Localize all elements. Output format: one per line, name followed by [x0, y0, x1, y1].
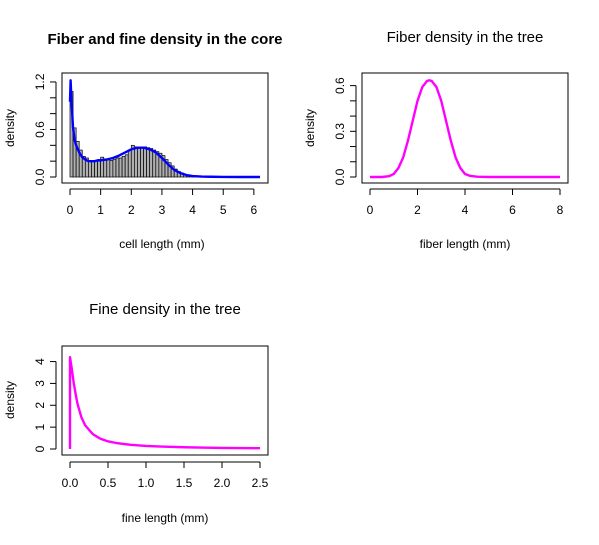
chart-title: Fiber density in the tree [387, 29, 544, 46]
histogram-bar [109, 160, 114, 178]
chart-title: Fiber and fine density in the core [47, 31, 282, 48]
x-tick-label: 2.5 [252, 476, 269, 490]
x-tick-label: 2.0 [214, 476, 231, 490]
y-tick-label: 4 [33, 358, 47, 365]
x-tick-label: 0 [367, 203, 374, 217]
x-tick-label: 3 [159, 203, 166, 217]
histogram-bar [118, 157, 123, 178]
plot-frame [61, 72, 269, 184]
density-curve [370, 79, 560, 179]
x-tick-label: 4 [189, 203, 196, 217]
x-tick-label: 0.0 [62, 476, 79, 490]
x-axis-label: fiber length (mm) [420, 237, 511, 251]
y-axis-label: density [303, 109, 317, 147]
y-tick-label: 0.6 [333, 77, 347, 94]
histogram-bar [124, 154, 129, 178]
x-tick-label: 0 [67, 203, 74, 217]
plot-frame [361, 72, 569, 184]
y-tick-label: 0.0 [33, 168, 47, 185]
histogram-bar [152, 149, 157, 178]
histogram-bar [143, 146, 147, 178]
panel-fine-density: Fine density in the tree 0.0 0.5 1.0 1.5 2.0 2… [3, 301, 269, 525]
chart-title: Fine density in the tree [89, 301, 241, 318]
x-axis-label: cell length (mm) [119, 237, 204, 251]
panel-core-density: Fiber and fine density in the core 0 1 2 3 4 5… [3, 31, 283, 251]
y-axis-label: density [3, 109, 17, 147]
y-tick-label: 0 [33, 445, 47, 452]
y-tick-label: 1.2 [33, 73, 47, 90]
y-tick-label: 1 [33, 423, 47, 430]
histogram-bar [112, 159, 117, 178]
y-tick-label: 2 [33, 402, 47, 409]
x-tick-label: 6 [509, 203, 516, 217]
histogram-bar [146, 147, 151, 178]
histogram-bar [91, 160, 95, 178]
x-tick-label: 5 [220, 203, 227, 217]
x-tick-label: 1.5 [176, 476, 193, 490]
x-tick-label: 1 [97, 203, 104, 217]
histogram-bar [134, 146, 138, 178]
histogram-bar [97, 159, 101, 178]
density-curve [68, 355, 261, 450]
y-tick-label: 0.6 [33, 121, 47, 138]
histogram-bar [94, 160, 98, 178]
histogram-bar [149, 148, 154, 178]
plot-frame [61, 345, 269, 456]
histogram-bar [137, 148, 141, 178]
y-tick-label: 0.3 [333, 123, 347, 140]
histogram-bar [115, 157, 120, 178]
x-tick-label: 6 [251, 203, 258, 217]
y-tick-label: 0.0 [333, 168, 347, 185]
histogram-bar [127, 149, 132, 178]
x-tick-label: 2 [414, 203, 421, 217]
histogram-bar [106, 159, 111, 178]
x-axis-label: fine length (mm) [122, 511, 209, 525]
y-axis-label: density [3, 381, 17, 419]
density-curve [68, 79, 260, 179]
x-tick-label: 4 [462, 203, 469, 217]
histogram-bar [121, 156, 126, 178]
panel-fiber-density: Fiber density in the tree 0 2 4 6 8 0.0 0.3 0.6 f… [303, 29, 569, 251]
histogram-bar [140, 146, 144, 178]
histogram-bar [103, 158, 108, 178]
x-tick-label: 1.0 [138, 476, 155, 490]
x-tick-label: 2 [128, 203, 135, 217]
histogram-bar [88, 160, 92, 178]
x-tick-label: 8 [557, 203, 564, 217]
x-tick-label: 0.5 [100, 476, 117, 490]
y-tick-label: 3 [33, 380, 47, 387]
